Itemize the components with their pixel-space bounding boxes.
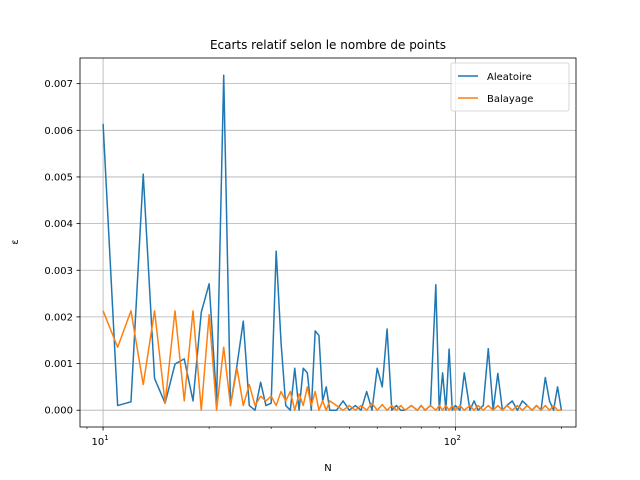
legend-box [450, 62, 570, 112]
x-tick-label: 101 [91, 434, 108, 448]
x-axis: 101 102 [86, 427, 562, 448]
legend: Aleatoire Balayage [450, 62, 570, 112]
x-tick-label: 102 [444, 434, 461, 448]
y-tick-label: 0.005 [44, 172, 73, 183]
series-line-balayage [102, 310, 562, 411]
plot-series [102, 74, 563, 411]
plot-frame [79, 57, 577, 428]
y-tick-label: 0.000 [44, 406, 73, 417]
y-axis: 0.000 0.001 0.002 0.003 0.004 0.005 0.006 0.007 [44, 79, 80, 417]
y-tick-label: 0.001 [44, 359, 73, 370]
y-tick-label: 0.004 [44, 219, 73, 230]
y-tick-label: 0.003 [44, 266, 73, 277]
legend-label-aleatoire: Aleatoire [487, 72, 532, 83]
y-axis-title: ε [10, 239, 21, 244]
y-tick-label: 0.007 [44, 79, 73, 90]
y-tick-label: 0.002 [44, 312, 73, 323]
x-axis-title: N [324, 463, 331, 474]
chart-title: Ecarts relatif selon le nombre de points [210, 38, 446, 52]
legend-label-balayage: Balayage [487, 94, 533, 105]
y-tick-label: 0.006 [44, 126, 73, 137]
